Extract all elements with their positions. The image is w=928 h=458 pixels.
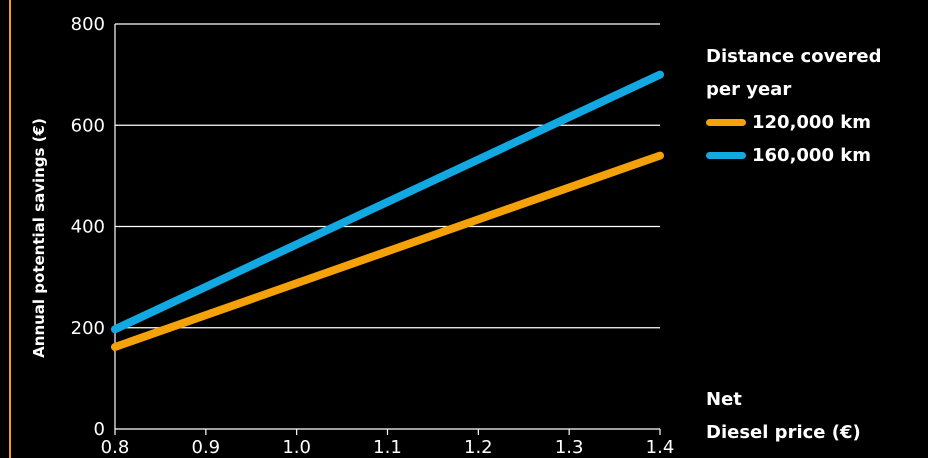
legend-item-120000: 120,000 km: [706, 106, 924, 139]
legend: Distance covered per year 120,000 km 160…: [706, 40, 924, 172]
legend-title-line2: per year: [706, 79, 792, 100]
x-axis-title-block: Net Diesel price (€): [706, 383, 861, 449]
x-tick-label-1.1: 1.1: [373, 437, 402, 458]
legend-swatch-160000: [706, 152, 746, 159]
legend-title-line1: Distance covered: [706, 46, 882, 67]
legend-label-120000: 120,000 km: [752, 112, 871, 133]
series-lines: [111, 70, 664, 351]
x-axis-title-prefix: Net: [706, 389, 742, 410]
x-tick-label-0.8: 0.8: [101, 437, 130, 458]
series-line-0: [111, 151, 664, 351]
x-tick-label-1.0: 1.0: [282, 437, 311, 458]
legend-item-160000: 160,000 km: [706, 139, 924, 172]
y-tick-label-0: 0: [94, 419, 105, 440]
x-axis-title: Diesel price (€): [706, 422, 861, 443]
x-tick-label-1.3: 1.3: [555, 437, 584, 458]
y-tick-label-600: 600: [71, 115, 105, 136]
x-tick-label-1.2: 1.2: [464, 437, 493, 458]
axes: [114, 24, 661, 435]
tick-labels: 0 200 400 600 800 0.8 0.9 1.0 1.1 1.2 1.3 1.4: [71, 14, 675, 458]
y-tick-label-400: 400: [71, 217, 105, 238]
x-tick-label-1.4: 1.4: [646, 437, 675, 458]
y-tick-label-200: 200: [71, 318, 105, 339]
y-tick-label-800: 800: [71, 14, 105, 35]
y-axis-title: Annual potential savings (€): [30, 118, 48, 358]
series-line-1: [111, 70, 664, 334]
gridlines: [115, 23, 660, 329]
legend-label-160000: 160,000 km: [752, 145, 871, 166]
left-accent-line: [9, 0, 11, 458]
x-tick-label-0.9: 0.9: [192, 437, 221, 458]
legend-swatch-120000: [706, 119, 746, 126]
